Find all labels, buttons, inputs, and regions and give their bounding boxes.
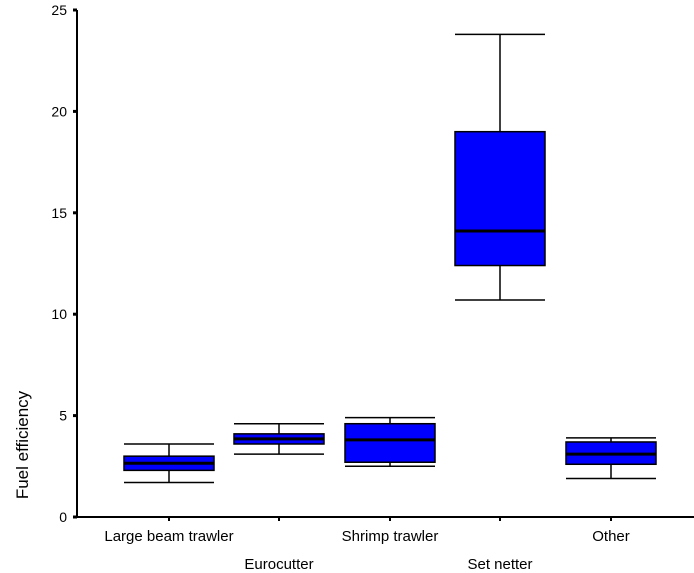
box-2 bbox=[344, 416, 436, 468]
category-label: Set netter bbox=[467, 556, 532, 573]
y-tick-label: 10 bbox=[51, 306, 67, 322]
y-tick-label: 15 bbox=[51, 205, 67, 221]
y-tick-label: 0 bbox=[59, 509, 67, 525]
y-tick-label: 25 bbox=[51, 2, 67, 18]
box-0 bbox=[123, 443, 215, 484]
x-axis-ticks bbox=[168, 517, 612, 521]
category-label: Eurocutter bbox=[244, 556, 313, 573]
box-4 bbox=[565, 437, 657, 480]
box-1 bbox=[233, 422, 325, 455]
category-label: Large beam trawler bbox=[104, 528, 233, 545]
box-3 bbox=[454, 33, 546, 301]
box-series bbox=[123, 33, 657, 484]
category-labels: Large beam trawler Eurocutter Shrimp trawl… bbox=[104, 528, 629, 573]
y-axis-ticks: 0 5 10 15 20 25 bbox=[51, 2, 77, 525]
y-tick-label: 5 bbox=[59, 408, 67, 424]
y-axis-title: Fuel efficiency bbox=[13, 390, 32, 499]
category-label: Shrimp trawler bbox=[342, 528, 439, 545]
box-iqr bbox=[454, 130, 546, 267]
y-tick-label: 20 bbox=[51, 103, 67, 119]
category-label: Other bbox=[592, 528, 630, 545]
box-iqr bbox=[344, 422, 436, 463]
